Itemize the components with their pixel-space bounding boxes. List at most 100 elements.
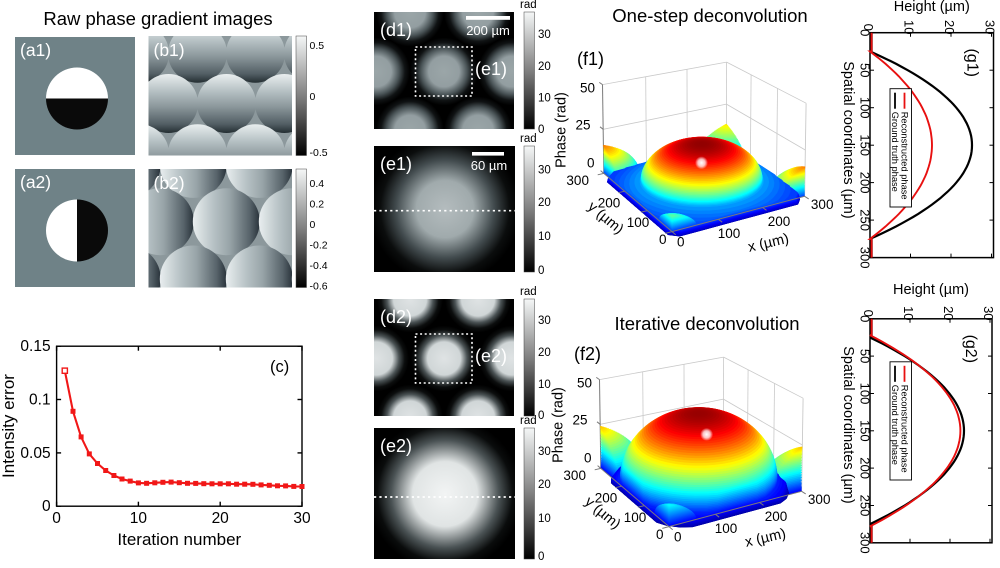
svg-text:(e1): (e1) (380, 154, 412, 174)
svg-text:30: 30 (982, 20, 997, 34)
svg-text:Spatial coordinates (µm): Spatial coordinates (µm) (840, 61, 856, 218)
svg-text:0: 0 (861, 24, 876, 31)
svg-text:-0.2: -0.2 (310, 240, 328, 252)
svg-text:0: 0 (42, 498, 51, 515)
svg-text:-0.6: -0.6 (310, 281, 328, 293)
svg-text:Intensity error: Intensity error (0, 374, 18, 478)
svg-text:0.05: 0.05 (20, 445, 50, 462)
svg-text:Ground truth phase: Ground truth phase (890, 385, 900, 465)
svg-text:0: 0 (310, 91, 316, 103)
svg-text:50: 50 (858, 63, 873, 77)
svg-text:Ground truth phase: Ground truth phase (890, 112, 900, 192)
svg-text:20: 20 (538, 197, 551, 209)
svg-text:0.1: 0.1 (29, 392, 51, 409)
svg-text:0: 0 (310, 219, 316, 231)
svg-text:0: 0 (538, 124, 544, 136)
svg-text:50: 50 (580, 81, 595, 96)
svg-text:20: 20 (538, 347, 551, 359)
svg-text:Height (µm): Height (µm) (893, 282, 969, 298)
svg-text:50: 50 (577, 376, 592, 391)
svg-text:150: 150 (858, 420, 873, 442)
svg-text:60 µm: 60 µm (471, 158, 507, 173)
svg-text:200: 200 (858, 172, 873, 194)
svg-text:Phase (rad): Phase (rad) (554, 92, 570, 168)
svg-text:rad: rad (520, 415, 537, 427)
svg-text:300: 300 (566, 173, 589, 188)
svg-text:Reconstructed phase: Reconstructed phase (900, 112, 910, 200)
svg-text:10: 10 (538, 231, 551, 243)
svg-text:0: 0 (538, 410, 544, 422)
svg-text:(f2): (f2) (574, 344, 601, 364)
svg-text:20: 20 (538, 61, 551, 73)
svg-text:-0.4: -0.4 (310, 260, 328, 272)
svg-text:50: 50 (858, 349, 873, 363)
svg-text:0: 0 (674, 529, 682, 544)
svg-text:300: 300 (858, 532, 873, 554)
svg-text:0: 0 (52, 510, 61, 527)
svg-text:30: 30 (538, 446, 551, 458)
svg-text:(e2): (e2) (380, 436, 412, 456)
svg-text:20: 20 (941, 306, 956, 320)
svg-text:rad: rad (520, 0, 537, 11)
svg-text:20: 20 (538, 479, 551, 491)
svg-text:100: 100 (624, 510, 647, 525)
svg-text:250: 250 (858, 209, 873, 231)
svg-text:One-step deconvolution: One-step deconvolution (612, 5, 807, 26)
svg-text:200: 200 (765, 509, 788, 524)
svg-text:100: 100 (627, 215, 650, 230)
svg-text:300: 300 (563, 468, 586, 483)
svg-text:10: 10 (901, 20, 916, 34)
svg-text:20: 20 (942, 20, 957, 34)
svg-text:100: 100 (858, 97, 873, 119)
svg-text:0.5: 0.5 (310, 40, 325, 52)
svg-text:0: 0 (538, 551, 544, 563)
svg-text:(e1): (e1) (475, 59, 507, 79)
svg-text:20: 20 (212, 510, 230, 527)
svg-text:300: 300 (808, 492, 831, 507)
svg-text:300: 300 (811, 197, 834, 212)
svg-text:rad: rad (520, 286, 537, 298)
svg-text:25: 25 (572, 413, 587, 428)
svg-text:(b1): (b1) (154, 40, 185, 60)
svg-text:(d1): (d1) (380, 20, 412, 40)
svg-text:0: 0 (858, 29, 873, 36)
svg-text:200: 200 (858, 457, 873, 479)
svg-text:0.15: 0.15 (20, 338, 50, 355)
svg-text:250: 250 (858, 495, 873, 517)
svg-text:200 µm: 200 µm (466, 23, 510, 38)
svg-text:(e2): (e2) (475, 346, 507, 366)
svg-text:(a2): (a2) (20, 172, 51, 192)
svg-text:10: 10 (538, 513, 551, 525)
svg-text:0: 0 (587, 156, 595, 171)
svg-text:(b2): (b2) (154, 173, 185, 193)
svg-text:30: 30 (293, 510, 311, 527)
svg-text:0: 0 (538, 265, 544, 277)
svg-text:100: 100 (718, 226, 741, 241)
svg-text:Iteration number: Iteration number (117, 530, 241, 549)
svg-text:(a1): (a1) (20, 40, 51, 60)
svg-text:10: 10 (130, 510, 148, 527)
svg-text:0: 0 (858, 315, 873, 322)
svg-text:10: 10 (538, 93, 551, 105)
svg-text:x (µm): x (µm) (747, 231, 791, 256)
svg-text:Reconstructed phase: Reconstructed phase (900, 385, 910, 473)
svg-text:200: 200 (598, 195, 621, 210)
svg-text:300: 300 (858, 247, 873, 269)
svg-text:Height (µm): Height (µm) (894, 0, 970, 15)
svg-text:Spatial coordinates (µm): Spatial coordinates (µm) (840, 346, 856, 503)
svg-text:Raw phase gradient images: Raw phase gradient images (43, 8, 272, 29)
svg-text:(g2): (g2) (962, 335, 979, 363)
svg-text:0: 0 (584, 451, 592, 466)
svg-text:100: 100 (858, 383, 873, 405)
svg-text:150: 150 (858, 134, 873, 156)
svg-text:100: 100 (715, 521, 738, 536)
svg-text:x (µm): x (µm) (744, 526, 788, 551)
svg-text:0.2: 0.2 (310, 199, 325, 211)
svg-text:(c): (c) (270, 358, 289, 376)
svg-text:0.4: 0.4 (310, 178, 325, 190)
svg-text:-0.5: -0.5 (310, 147, 328, 159)
svg-text:30: 30 (538, 165, 551, 177)
svg-text:30: 30 (981, 306, 996, 320)
svg-text:Iterative deconvolution: Iterative deconvolution (614, 313, 799, 334)
svg-text:10: 10 (901, 306, 916, 320)
